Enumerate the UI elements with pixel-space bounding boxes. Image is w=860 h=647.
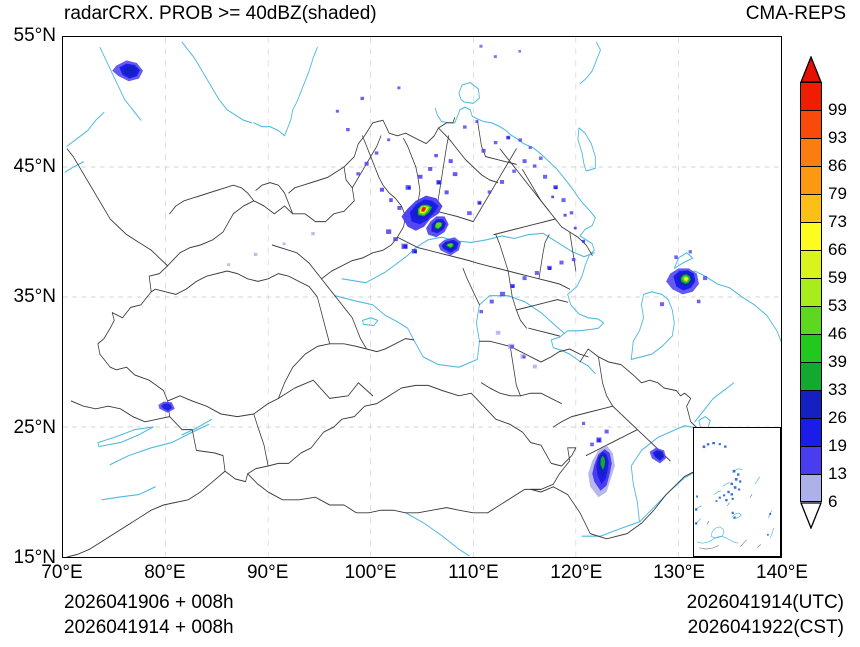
y-axis-tick-35n: 35°N — [13, 286, 56, 307]
colorbar-label-79: 79 — [828, 184, 847, 203]
colorbar-label-93: 93 — [828, 128, 847, 147]
map-plot-area: No: GS (2019) 1786 — [62, 36, 782, 558]
y-axis-tick-15n: 15°N — [13, 547, 56, 568]
colorbar-cell-46 — [800, 306, 822, 334]
colorbar-cell-93 — [800, 110, 822, 138]
colorbar-label-39: 39 — [828, 352, 847, 371]
x-axis-tick-80e: 80°E — [144, 562, 186, 583]
model-label: CMA-REPS — [745, 3, 846, 24]
x-axis-tick-110e: 110°E — [448, 562, 499, 583]
colorbar-label-33: 33 — [828, 380, 847, 399]
x-axis-tick-90e: 90°E — [246, 562, 289, 583]
footer-valid-time-cst: 2026041922(CST) — [687, 617, 844, 638]
inset-svg — [695, 441, 774, 550]
x-axis-tick-130e: 130°E — [653, 562, 706, 583]
colorbar-cells — [800, 82, 822, 502]
south-china-sea-inset — [693, 427, 781, 557]
colorbar-cell-6 — [800, 474, 822, 502]
x-axis-tick-100e: 100°E — [344, 562, 397, 583]
rivers-and-coastline — [64, 41, 781, 557]
y-axis-tick-45n: 45°N — [13, 155, 56, 177]
colorbar-cell-79 — [800, 166, 822, 194]
colorbar-label-66: 66 — [828, 240, 847, 259]
colorbar-cell-33 — [800, 362, 822, 390]
colorbar: 99 93 86 79 73 66 59 53 46 39 33 26 19 13 6 — [798, 56, 860, 556]
colorbar-under-arrow — [800, 502, 822, 529]
probability-shading — [112, 44, 708, 498]
inset-borders — [699, 494, 761, 550]
colorbar-label-59: 59 — [828, 268, 847, 287]
colorbar-label-26: 26 — [828, 408, 847, 427]
colorbar-label-73: 73 — [828, 212, 847, 231]
page-title: radarCRX. PROB >= 40dBZ(shaded) — [64, 3, 377, 24]
colorbar-label-19: 19 — [828, 436, 847, 455]
colorbar-cell-99 — [800, 82, 822, 110]
colorbar-label-99: 99 — [828, 100, 847, 119]
footer-valid-time-utc: 2026041914(UTC) — [686, 592, 844, 613]
colorbar-cell-66 — [800, 222, 822, 250]
footer-init-time-utc: 2026041906 + 008h — [64, 592, 234, 613]
y-axis-tick-25n: 25°N — [13, 416, 56, 438]
footer-init-time-cst: 2026041914 + 008h — [64, 617, 234, 638]
colorbar-label-46: 46 — [828, 324, 847, 343]
colorbar-label-86: 86 — [828, 156, 847, 175]
colorbar-cell-73 — [800, 194, 822, 222]
colorbar-over-arrow — [800, 56, 822, 83]
gridlines — [63, 37, 781, 557]
administrative-borders — [66, 117, 729, 557]
x-axis-tick-70e: 70°E — [41, 562, 83, 583]
x-axis-tick-140e: 140°E — [756, 562, 808, 583]
colorbar-cell-19 — [800, 418, 822, 446]
inset-echoes — [695, 441, 772, 536]
colorbar-cell-26 — [800, 390, 822, 418]
x-axis-tick-120e: 120°E — [550, 562, 603, 583]
colorbar-cell-59 — [800, 250, 822, 278]
colorbar-label-13: 13 — [828, 464, 847, 483]
colorbar-cell-86 — [800, 138, 822, 166]
colorbar-cell-13 — [800, 446, 822, 474]
y-axis-tick-55n: 55°N — [13, 25, 56, 46]
map-svg — [63, 37, 781, 557]
colorbar-cell-53 — [800, 278, 822, 306]
colorbar-cell-39 — [800, 334, 822, 362]
colorbar-label-6: 6 — [828, 492, 838, 511]
colorbar-label-53: 53 — [828, 296, 847, 315]
